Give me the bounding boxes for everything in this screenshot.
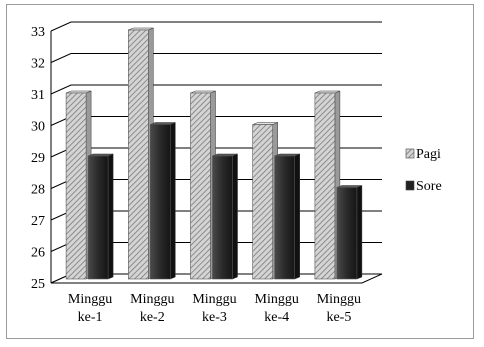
bar-sore	[150, 122, 176, 280]
y-tick-label: 27	[31, 214, 45, 229]
bar-sore	[336, 185, 363, 280]
bar-layer	[65, 27, 363, 280]
x-tick-label: ke-5	[326, 310, 351, 325]
gridline	[50, 21, 382, 32]
axis-layer: 25 26 27 28 29 30 31 32 33 Minggu ke-1 Minggu ke-2 Mi…	[31, 25, 361, 325]
y-tick-label: 33	[31, 25, 45, 40]
y-tick-label: 26	[31, 246, 45, 261]
y-tick-label: 30	[31, 120, 45, 135]
gridline	[50, 84, 382, 95]
x-tick-label: Minggu	[130, 292, 174, 307]
bar-pagi	[190, 90, 216, 280]
y-tick-label: 32	[31, 57, 45, 72]
legend-label-pagi: Pagi	[416, 147, 441, 162]
bar-pagi	[314, 90, 341, 280]
x-tick-label: ke-3	[202, 310, 227, 325]
y-tick-label: 28	[31, 183, 45, 198]
bar-sore	[274, 153, 300, 280]
bar-pagi	[252, 122, 278, 280]
y-tick-label: 29	[31, 151, 45, 166]
x-tick-label: Minggu	[255, 292, 299, 307]
bar-sore	[212, 153, 238, 280]
legend-swatch-pagi	[405, 148, 415, 159]
y-tick-label: 31	[31, 88, 45, 103]
x-tick-label: Minggu	[192, 292, 236, 307]
legend-swatch-sore	[405, 180, 415, 191]
x-tick-label: Minggu	[68, 292, 112, 307]
x-tick-label: ke-4	[264, 310, 289, 325]
bar-pagi	[65, 90, 92, 280]
x-tick-label: ke-2	[140, 310, 165, 325]
gridline	[50, 53, 382, 63]
bar-sore	[87, 153, 114, 280]
x-tick-label: ke-1	[78, 310, 103, 325]
legend: Pagi Sore	[405, 147, 442, 194]
bar-pagi	[128, 27, 154, 280]
y-tick-label: 25	[31, 277, 45, 292]
legend-label-sore: Sore	[416, 179, 442, 194]
x-tick-label: Minggu	[317, 292, 361, 307]
